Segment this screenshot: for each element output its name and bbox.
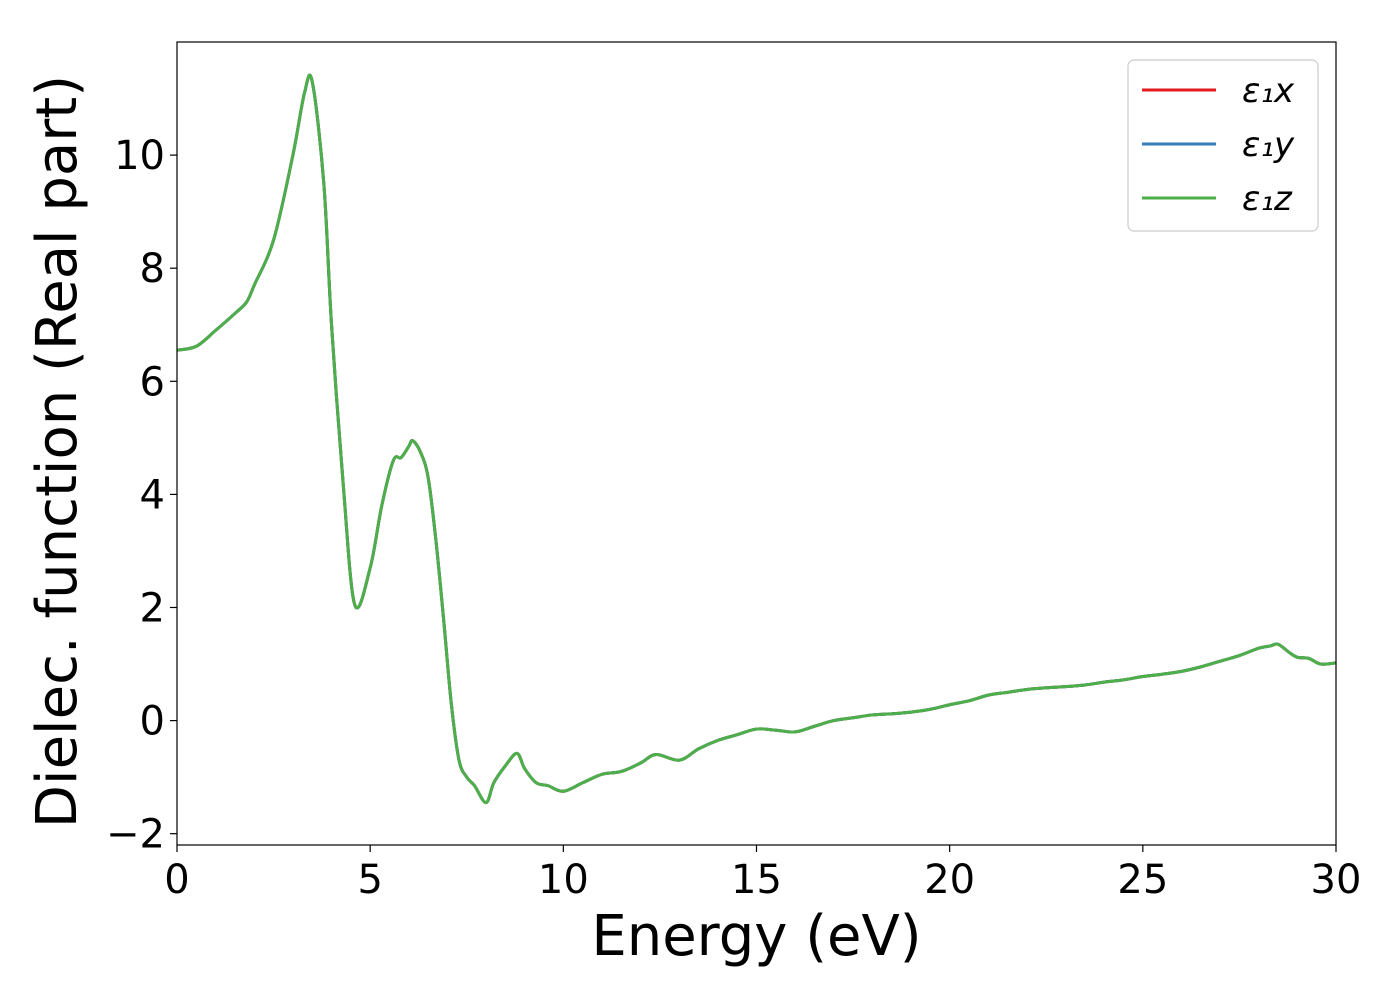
x-tick-label: 5 (357, 857, 382, 903)
x-tick-label: 20 (924, 857, 975, 903)
legend-label: ε₁x (1242, 71, 1295, 111)
legend: ε₁x ε₁y ε₁z (1127, 59, 1319, 232)
x-tick-label: 10 (538, 857, 589, 903)
y-tick-label: 4 (140, 472, 165, 518)
series-lines (177, 73, 1336, 805)
y-axis: −2 0 2 4 6 8 10 (106, 133, 177, 858)
x-tick-label: 30 (1311, 857, 1362, 903)
x-tick-label: 25 (1117, 857, 1168, 903)
x-axis: 0 5 10 15 20 25 30 (164, 845, 1361, 903)
x-tick-label: 0 (164, 857, 189, 903)
legend-box (1127, 59, 1319, 232)
legend-label: ε₁y (1242, 125, 1295, 165)
y-tick-label: 0 (140, 699, 165, 745)
y-tick-label: 2 (140, 585, 165, 631)
y-tick-label: 8 (140, 246, 165, 292)
y-axis-title: Dielec. function (Real part) (25, 75, 90, 828)
y-tick-label: −2 (106, 812, 165, 858)
y-tick-label: 10 (114, 133, 165, 179)
x-axis-title: Energy (eV) (591, 904, 921, 969)
y-tick-label: 6 (140, 359, 165, 405)
series-line-3 (177, 73, 1336, 805)
legend-label: ε₁z (1242, 179, 1293, 219)
x-tick-label: 15 (731, 857, 782, 903)
